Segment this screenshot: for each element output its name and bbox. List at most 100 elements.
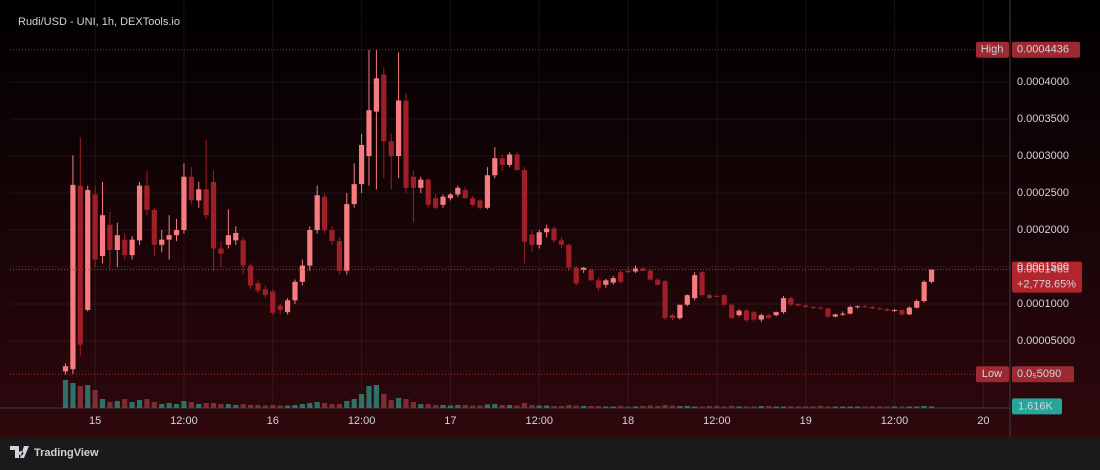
candle-body <box>173 230 180 236</box>
volume-pane <box>62 380 935 408</box>
high-label: High <box>981 44 1004 56</box>
volume-bar <box>255 405 261 408</box>
volume-tag <box>1012 398 1062 415</box>
volume-bar <box>85 385 91 408</box>
volume-bar <box>899 406 905 408</box>
y-tick-label: 0.0001500 <box>1017 261 1069 273</box>
volume-bar <box>92 390 98 408</box>
volume-bar <box>314 402 320 408</box>
volume-bar <box>129 402 135 408</box>
candle-body <box>344 204 350 271</box>
volume-bar <box>225 404 231 408</box>
candle-body <box>840 313 846 315</box>
candle-body <box>470 198 476 205</box>
y-tick-label: 0.0002000 <box>1017 224 1069 236</box>
chart-background <box>0 0 1100 437</box>
candle-body <box>358 144 365 185</box>
y-tick-label: 0.0004000 <box>1017 76 1069 88</box>
candle-body <box>425 179 431 205</box>
volume-bar <box>166 403 172 408</box>
volume-bar <box>210 403 217 408</box>
last-price: 0.0001465 <box>1017 264 1069 276</box>
candle-body <box>862 306 868 308</box>
volume-bar <box>632 406 639 408</box>
volume-bar <box>321 403 328 408</box>
candle-body <box>284 300 291 313</box>
candle-body <box>307 230 313 266</box>
y-tick-label: 0.00005000 <box>1017 335 1075 347</box>
x-tick-label: 16 <box>267 415 279 427</box>
volume-bar <box>869 406 875 408</box>
volume-bar <box>373 385 379 408</box>
candle-body <box>581 267 587 270</box>
candle-body <box>418 179 424 188</box>
volume-bar <box>403 399 409 408</box>
candle-body <box>869 306 875 309</box>
high-value: 0.0004436 <box>1017 44 1069 56</box>
volume-bar <box>566 405 572 408</box>
candle-body <box>610 278 616 283</box>
candle-body <box>433 198 439 208</box>
candle-body <box>388 141 394 157</box>
volume-bar <box>77 386 83 408</box>
high-label-tag <box>976 41 1009 58</box>
candle-body <box>655 279 661 285</box>
candle-body <box>499 158 505 165</box>
volume-bar <box>196 404 202 408</box>
candle-body <box>507 154 513 165</box>
candle-body <box>810 306 816 308</box>
candle-body <box>196 189 202 201</box>
candle-body <box>85 190 91 310</box>
volume-bar <box>462 405 468 408</box>
candle-body <box>758 315 764 320</box>
candle-body <box>151 210 157 245</box>
candle-body <box>114 235 120 250</box>
volume-bar <box>329 404 335 408</box>
volume-bar <box>729 406 735 408</box>
volume-bar <box>351 399 357 408</box>
candle-body <box>262 289 268 296</box>
candle-body <box>677 304 683 319</box>
candle-body <box>529 234 535 245</box>
low-value: 0.0₅5090 <box>1017 368 1061 380</box>
candle-body <box>714 295 720 297</box>
candle-body <box>314 195 320 231</box>
candle-body <box>403 100 409 188</box>
x-tick-label: 19 <box>800 415 812 427</box>
last-price-tag <box>1012 261 1082 293</box>
candle-body <box>551 228 557 241</box>
candle-body <box>381 74 387 142</box>
candle-body <box>366 110 372 157</box>
candles <box>62 49 935 375</box>
candle-body <box>595 280 602 288</box>
candle-body <box>817 307 824 309</box>
volume-bar <box>714 406 720 408</box>
volume-bar <box>99 399 106 408</box>
candle-body <box>514 154 520 171</box>
volume-bar <box>847 406 853 408</box>
x-tick-label: 20 <box>977 415 989 427</box>
volume-bar <box>455 405 461 408</box>
candle-body <box>928 269 935 282</box>
chart-title: Rudi/USD - UNI, 1h, DEXTools.io <box>18 16 180 28</box>
price-tags: High 0.0004436 Low 0.0₅5090 0.0001465 +2,778.… <box>10 41 1082 415</box>
volume-bar <box>625 406 631 408</box>
volume-bar <box>891 406 898 408</box>
candle-body <box>640 268 646 271</box>
volume-bar <box>151 402 157 408</box>
volume-bar <box>603 406 609 408</box>
volume-bar <box>780 406 787 408</box>
volume-bar <box>751 406 757 408</box>
volume-bar <box>299 404 305 408</box>
candle-body <box>906 307 912 315</box>
candle-body <box>573 267 579 284</box>
volume-bar <box>159 404 165 408</box>
volume-bar <box>743 406 750 408</box>
volume-bar <box>203 403 209 408</box>
volume-bar <box>773 406 779 408</box>
candle-body <box>455 187 461 195</box>
volume-bar <box>433 405 439 408</box>
candle-body <box>92 194 98 260</box>
candle-body <box>751 312 757 320</box>
volume-bar <box>854 406 861 408</box>
